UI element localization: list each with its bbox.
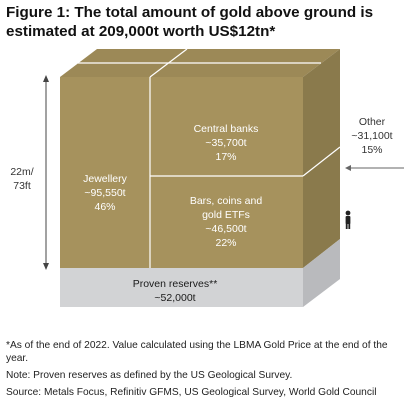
central-banks-share: 17% — [215, 151, 236, 163]
reserves-label: Proven reserves** ~52,000t — [133, 278, 218, 304]
height-dimension — [43, 75, 49, 270]
footnotes: *As of the end of 2022. Value calculated… — [6, 339, 400, 403]
jewellery-amount: ~95,550t — [84, 187, 125, 199]
height-label: 22m/ 73ft — [4, 162, 44, 194]
central-banks-amount: ~35,700t — [205, 137, 246, 149]
reserves-side-face — [303, 239, 340, 307]
footnote-source: Source: Metals Focus, Refinitiv GFMS, US… — [6, 387, 377, 398]
footnote-proven-reserves: Note: Proven reserves as defined by the … — [6, 370, 293, 381]
figure-title-line2: estimated at 209,000t worth US$12tn* — [6, 23, 276, 40]
cube-front-face — [60, 77, 303, 268]
cube-dividers — [78, 48, 341, 268]
reserves-amount: ~52,000t — [154, 292, 195, 304]
person-icon — [345, 210, 351, 229]
bars-coins-name-line2: gold ETFs — [202, 209, 250, 221]
reserves-front-face — [60, 268, 303, 307]
gold-cube-diagram: Jewellery ~95,550t 46% Central banks ~35… — [4, 48, 404, 307]
central-banks-label: Central banks ~35,700t 17% — [194, 123, 259, 163]
figure-title-line1: Figure 1: The total amount of gold above… — [6, 4, 374, 21]
jewellery-name: Jewellery — [83, 173, 128, 185]
jewellery-label: Jewellery ~95,550t 46% — [83, 173, 128, 213]
central-banks-name: Central banks — [194, 123, 259, 135]
reserves-name: Proven reserves** — [133, 278, 218, 290]
other-label: Other ~31,100t 15% — [351, 116, 392, 156]
bars-coins-amount: ~46,500t — [205, 223, 246, 235]
cube-side-face — [303, 49, 340, 268]
figure-title: Figure 1: The total amount of gold above… — [6, 3, 398, 41]
bars-coins-share: 22% — [215, 237, 236, 249]
bars-coins-label: Bars, coins and gold ETFs ~46,500t 22% — [190, 195, 263, 249]
other-name: Other — [359, 116, 386, 128]
other-share: 15% — [361, 144, 382, 156]
footnote-asterisk: *As of the end of 2022. Value calculated… — [6, 340, 388, 364]
other-amount: ~31,100t — [351, 130, 392, 142]
height-line2: 73ft — [13, 180, 31, 192]
jewellery-share: 46% — [94, 201, 115, 213]
divider-side — [302, 146, 341, 177]
other-arrow — [345, 165, 404, 171]
bars-coins-name-line1: Bars, coins and — [190, 195, 263, 207]
height-line1: 22m/ — [10, 166, 33, 178]
